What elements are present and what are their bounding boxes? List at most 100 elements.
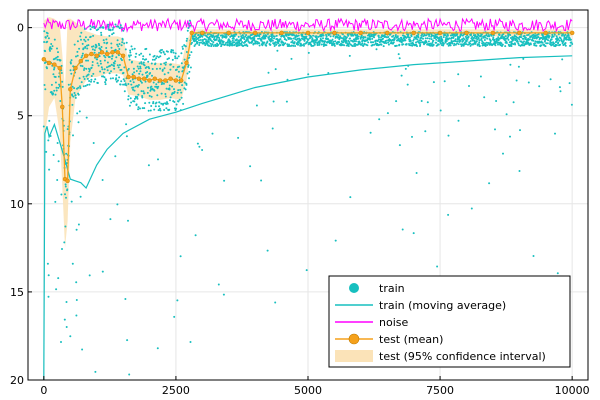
train-point bbox=[46, 40, 49, 43]
train-point bbox=[116, 39, 119, 42]
train-point bbox=[174, 57, 177, 60]
train-point bbox=[334, 40, 337, 43]
train-point bbox=[92, 34, 95, 37]
train-point bbox=[85, 59, 88, 62]
data-layer bbox=[41, 17, 575, 380]
train-point bbox=[561, 58, 564, 61]
train-point bbox=[410, 35, 413, 38]
train-point bbox=[80, 56, 83, 59]
train-point bbox=[151, 58, 154, 61]
train-point bbox=[89, 28, 92, 31]
train-point bbox=[456, 33, 459, 36]
train-point bbox=[516, 40, 519, 43]
train-point bbox=[502, 33, 505, 36]
train-point bbox=[485, 41, 488, 44]
train-point bbox=[292, 44, 295, 47]
train-point bbox=[99, 48, 102, 51]
train-point bbox=[67, 83, 70, 86]
train-point bbox=[176, 57, 179, 60]
train-point bbox=[311, 38, 314, 41]
train-point bbox=[78, 77, 81, 80]
train-point bbox=[419, 43, 422, 46]
train-point bbox=[446, 34, 449, 37]
train-point bbox=[147, 109, 150, 112]
train-point bbox=[42, 125, 45, 128]
train-point bbox=[373, 36, 376, 39]
train-point bbox=[206, 33, 209, 36]
train-point bbox=[377, 38, 380, 41]
train-point bbox=[90, 75, 93, 77]
train-point bbox=[102, 71, 105, 74]
train-point bbox=[57, 86, 60, 89]
train-point bbox=[359, 37, 362, 40]
train-point bbox=[342, 41, 345, 44]
train-point bbox=[99, 70, 102, 73]
train-point bbox=[222, 293, 225, 296]
train-point bbox=[322, 34, 325, 37]
train-point bbox=[56, 58, 59, 61]
train-point bbox=[187, 27, 190, 29]
train-point bbox=[407, 33, 410, 36]
test-mean-point bbox=[168, 76, 173, 81]
train-point bbox=[108, 72, 111, 75]
train-point bbox=[94, 370, 97, 373]
train-point bbox=[454, 40, 457, 43]
train-point bbox=[207, 38, 210, 41]
test-mean-point bbox=[200, 30, 205, 36]
train-point bbox=[553, 42, 555, 45]
train-point bbox=[432, 43, 435, 46]
train-point bbox=[60, 193, 63, 196]
test-mean-point bbox=[52, 62, 57, 67]
train-point bbox=[165, 87, 168, 90]
train-point bbox=[460, 33, 463, 36]
train-point bbox=[386, 112, 389, 115]
train-point bbox=[78, 47, 81, 50]
train-point bbox=[497, 39, 500, 42]
train-point bbox=[274, 41, 277, 44]
train-point bbox=[164, 93, 167, 95]
train-point bbox=[515, 79, 518, 82]
train-point bbox=[106, 69, 109, 72]
train-point bbox=[115, 74, 118, 77]
train-point bbox=[257, 37, 260, 40]
train-point bbox=[79, 87, 82, 89]
train-point bbox=[406, 83, 409, 86]
train-point bbox=[138, 53, 141, 56]
train-point bbox=[98, 44, 101, 47]
train-point bbox=[83, 27, 86, 30]
train-point bbox=[360, 43, 363, 46]
train-point bbox=[136, 97, 139, 100]
train-point bbox=[490, 34, 493, 37]
train-point bbox=[532, 255, 535, 257]
train-point bbox=[351, 45, 354, 47]
train-point bbox=[427, 40, 430, 43]
train-point bbox=[479, 75, 482, 78]
train-point bbox=[50, 91, 53, 93]
train-point bbox=[152, 81, 155, 84]
train-point bbox=[120, 68, 123, 71]
train-point bbox=[209, 38, 212, 41]
test-mean-point bbox=[83, 53, 89, 58]
train-point bbox=[313, 43, 316, 46]
train-point bbox=[169, 96, 172, 99]
train-point bbox=[160, 92, 163, 95]
train-point bbox=[267, 36, 270, 39]
train-point bbox=[223, 179, 226, 182]
train-point bbox=[293, 34, 296, 37]
train-point bbox=[56, 55, 59, 58]
train-point bbox=[559, 90, 562, 93]
train-point bbox=[118, 48, 121, 50]
train-point bbox=[311, 37, 314, 40]
train-point bbox=[416, 45, 418, 48]
train-point bbox=[150, 62, 153, 65]
train-point bbox=[60, 341, 62, 343]
train-point bbox=[82, 47, 85, 50]
train-point bbox=[380, 36, 383, 39]
train-point bbox=[65, 196, 67, 199]
train-point bbox=[229, 40, 232, 43]
train-point bbox=[44, 88, 47, 91]
train-point bbox=[310, 35, 313, 38]
train-point bbox=[148, 101, 151, 104]
test-mean-point bbox=[78, 58, 84, 64]
train-point bbox=[88, 80, 91, 82]
